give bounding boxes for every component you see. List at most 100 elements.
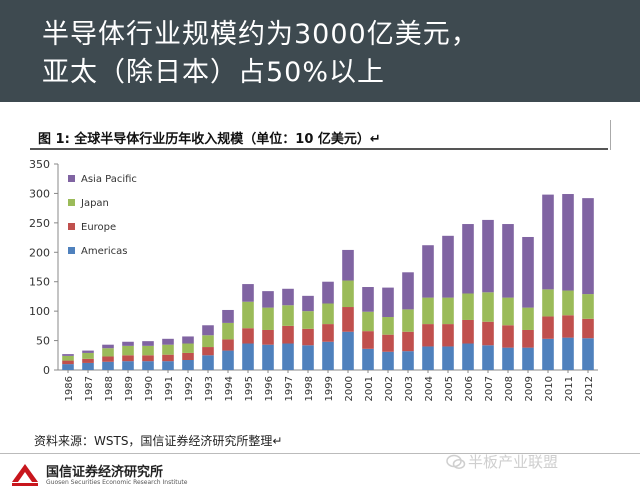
bar-segment <box>62 364 74 370</box>
bar-segment <box>542 316 554 339</box>
bar-segment <box>162 344 174 355</box>
y-tick-label: 150 <box>29 276 50 289</box>
bar-segment <box>542 289 554 317</box>
bar-segment <box>522 307 534 330</box>
bar-segment <box>62 354 74 356</box>
x-tick-label: 2010 <box>544 376 555 401</box>
x-tick-label: 1986 <box>64 376 75 401</box>
bar-segment <box>462 224 474 294</box>
bar-segment <box>162 354 174 362</box>
bar-segment <box>202 347 214 356</box>
x-tick-label: 1999 <box>324 376 335 401</box>
x-tick-label: 1998 <box>304 376 315 401</box>
x-tick-label: 1994 <box>224 376 235 401</box>
x-tick-label: 2003 <box>404 376 415 401</box>
legend-swatch <box>68 247 75 254</box>
bar-segment <box>182 352 194 360</box>
bar-segment <box>302 295 314 312</box>
bar-segment <box>542 338 554 370</box>
watermark-text: 半板产业联盟 <box>468 453 559 471</box>
bar-segment <box>242 328 254 344</box>
x-tick-label: 2007 <box>484 376 495 401</box>
bar-segment <box>402 272 414 310</box>
x-tick-label: 1991 <box>164 376 175 401</box>
bar-segment <box>522 236 534 308</box>
bar-segment <box>362 331 374 349</box>
x-tick-label: 2002 <box>384 376 395 401</box>
bar-segment <box>262 307 274 330</box>
bar-segment <box>322 324 334 342</box>
bar-segment <box>142 345 154 356</box>
bar-segment <box>222 322 234 340</box>
x-tick-label: 2005 <box>444 376 455 401</box>
bar-segment <box>302 311 314 329</box>
bar-segment <box>182 336 194 344</box>
bar-segment <box>102 344 114 349</box>
bar-segment <box>502 297 514 326</box>
bar-segment <box>122 341 134 346</box>
bar-segment <box>262 291 274 308</box>
bar-segment <box>562 290 574 316</box>
bar-segment <box>282 325 294 344</box>
bar-segment <box>142 355 154 362</box>
x-tick-label: 1996 <box>264 376 275 401</box>
x-tick-label: 2008 <box>504 376 515 401</box>
y-tick-label: 250 <box>29 217 50 230</box>
bar-segment <box>282 288 294 306</box>
bar-segment <box>162 361 174 370</box>
x-tick-label: 1995 <box>244 376 255 401</box>
bar-segment <box>362 311 374 332</box>
bar-segment <box>102 356 114 362</box>
bar-segment <box>262 344 274 370</box>
legend-swatch <box>68 199 75 206</box>
bar-segment <box>422 297 434 325</box>
bar-segment <box>422 245 434 298</box>
legend-label: Europe <box>81 222 116 233</box>
bar-segment <box>302 328 314 346</box>
bar-segment <box>202 335 214 348</box>
bar-segment <box>502 325 514 348</box>
x-tick-label: 2000 <box>344 376 355 401</box>
bar-segment <box>322 341 334 370</box>
slide-header: 半导体行业规模约为3000亿美元， 亚太（除日本）占50%以上 <box>0 0 640 102</box>
x-tick-label: 1989 <box>124 376 135 401</box>
bar-segment <box>402 351 414 370</box>
bar-segment <box>482 345 494 370</box>
bar-segment <box>482 219 494 293</box>
bar-segment <box>582 198 594 295</box>
bar-segment <box>262 329 274 345</box>
bar-segment <box>582 294 594 319</box>
guosen-logo-icon <box>12 464 38 486</box>
bar-segment <box>242 301 254 329</box>
x-tick-label: 2006 <box>464 376 475 401</box>
bar-segment <box>122 361 134 370</box>
bar-segment <box>162 338 174 345</box>
slide-title-line2: 亚太（除日本）占50%以上 <box>42 57 386 88</box>
stacked-bar-chart: 0 50 100 150 200 250 300 350 1986 1987 1988 1989 199… <box>29 158 598 401</box>
bar-segment <box>242 284 254 302</box>
bar-segment <box>562 315 574 338</box>
x-tick-label: 2001 <box>364 376 375 401</box>
bar-segment <box>382 351 394 370</box>
bar-segment <box>542 194 554 290</box>
bar-segment <box>122 355 134 362</box>
bar-segment <box>82 350 94 353</box>
figure-frame-edge <box>610 120 611 150</box>
bar-segment <box>142 341 154 346</box>
bar-segment <box>362 287 374 312</box>
y-tick-label: 350 <box>29 158 50 171</box>
y-tick-label: 50 <box>36 335 50 348</box>
bar-segment <box>422 324 434 347</box>
bar-segment <box>342 280 354 308</box>
x-tick-label: 2004 <box>424 376 435 401</box>
x-tick-label: 2012 <box>584 376 595 401</box>
x-tick-label: 1993 <box>204 376 215 401</box>
bar-segment <box>402 309 414 332</box>
bar-segment <box>522 347 534 370</box>
x-tick-label: 1990 <box>144 376 155 401</box>
bar-segment <box>82 352 94 359</box>
bar-segment <box>462 319 474 344</box>
bar-segment <box>482 292 494 322</box>
bar-segment <box>202 355 214 370</box>
bar-segment <box>282 343 294 370</box>
